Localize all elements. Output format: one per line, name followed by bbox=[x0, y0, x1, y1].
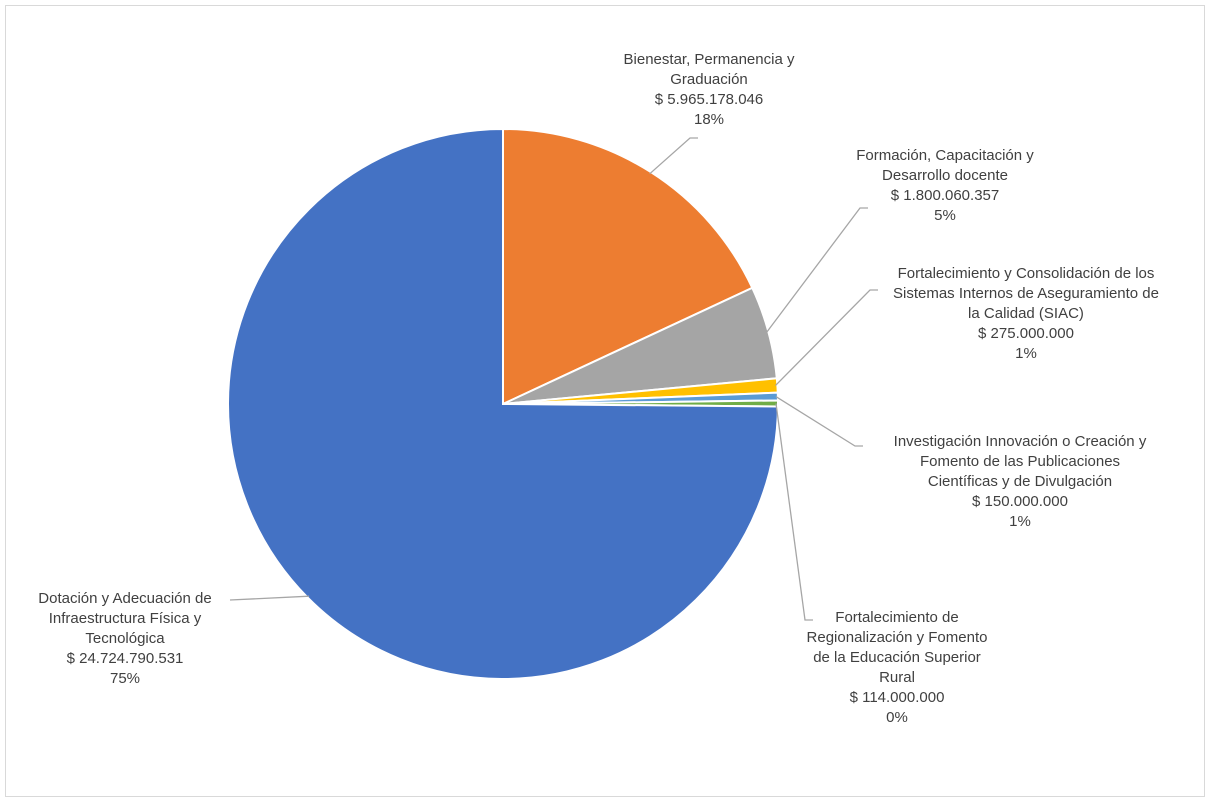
pie-slice-5 bbox=[227, 127, 780, 680]
data-label-5: Dotación y Adecuación de Infraestructura … bbox=[38, 590, 211, 687]
leader-line-4 bbox=[775, 403, 813, 621]
leader-line-1 bbox=[765, 207, 868, 333]
value-label: $ 275.000.000 bbox=[978, 325, 1074, 342]
label-line: Infraestructura Física y bbox=[49, 610, 202, 627]
data-label-4: Fortalecimiento de Regionalización y Fome… bbox=[807, 609, 988, 726]
data-label-1: Formación, Capacitación y Desarrollo doce… bbox=[856, 147, 1034, 224]
percent-label: 75% bbox=[110, 670, 140, 687]
percent-label: 5% bbox=[934, 207, 956, 224]
leader-line-5 bbox=[229, 595, 310, 601]
label-line: Dotación y Adecuación de bbox=[38, 590, 211, 607]
label-line: Formación, Capacitación y bbox=[856, 147, 1034, 164]
label-line: de la Educación Superior bbox=[813, 649, 981, 666]
label-line: Científicas y de Divulgación bbox=[928, 473, 1112, 490]
data-label-2: Fortalecimiento y Consolidación de los Si… bbox=[893, 265, 1159, 362]
label-line: Bienestar, Permanencia y bbox=[624, 51, 795, 68]
label-line: Fortalecimiento y Consolidación de los bbox=[898, 265, 1155, 282]
leader-line-0 bbox=[649, 137, 698, 175]
value-label: $ 150.000.000 bbox=[972, 493, 1068, 510]
label-line: Rural bbox=[879, 669, 915, 686]
percent-label: 18% bbox=[694, 111, 724, 128]
value-label: $ 5.965.178.046 bbox=[655, 91, 763, 108]
percent-label: 0% bbox=[886, 709, 908, 726]
leader-lines bbox=[229, 137, 878, 621]
label-line: Sistemas Internos de Aseguramiento de bbox=[893, 285, 1159, 302]
label-line: Fortalecimiento de bbox=[835, 609, 958, 626]
leader-line-3 bbox=[775, 396, 863, 447]
label-line: la Calidad (SIAC) bbox=[968, 305, 1084, 322]
data-labels: Bienestar, Permanencia y Graduación $ 5.96… bbox=[38, 51, 1159, 726]
value-label: $ 1.800.060.357 bbox=[891, 187, 999, 204]
value-label: $ 114.000.000 bbox=[850, 689, 945, 706]
label-line: Investigación Innovación o Creación y bbox=[894, 433, 1147, 450]
label-line: Desarrollo docente bbox=[882, 167, 1008, 184]
percent-label: 1% bbox=[1009, 513, 1031, 530]
percent-label: 1% bbox=[1015, 345, 1037, 362]
data-label-0: Bienestar, Permanencia y Graduación $ 5.96… bbox=[624, 51, 795, 128]
pie-slices bbox=[227, 127, 780, 680]
data-label-3: Investigación Innovación o Creación y Fom… bbox=[894, 433, 1147, 530]
label-line: Fomento de las Publicaciones bbox=[920, 453, 1120, 470]
label-line: Graduación bbox=[670, 71, 748, 88]
label-line: Regionalización y Fomento bbox=[807, 629, 988, 646]
label-line: Tecnológica bbox=[85, 630, 165, 647]
value-label: $ 24.724.790.531 bbox=[67, 650, 184, 667]
leader-line-2 bbox=[774, 289, 878, 387]
